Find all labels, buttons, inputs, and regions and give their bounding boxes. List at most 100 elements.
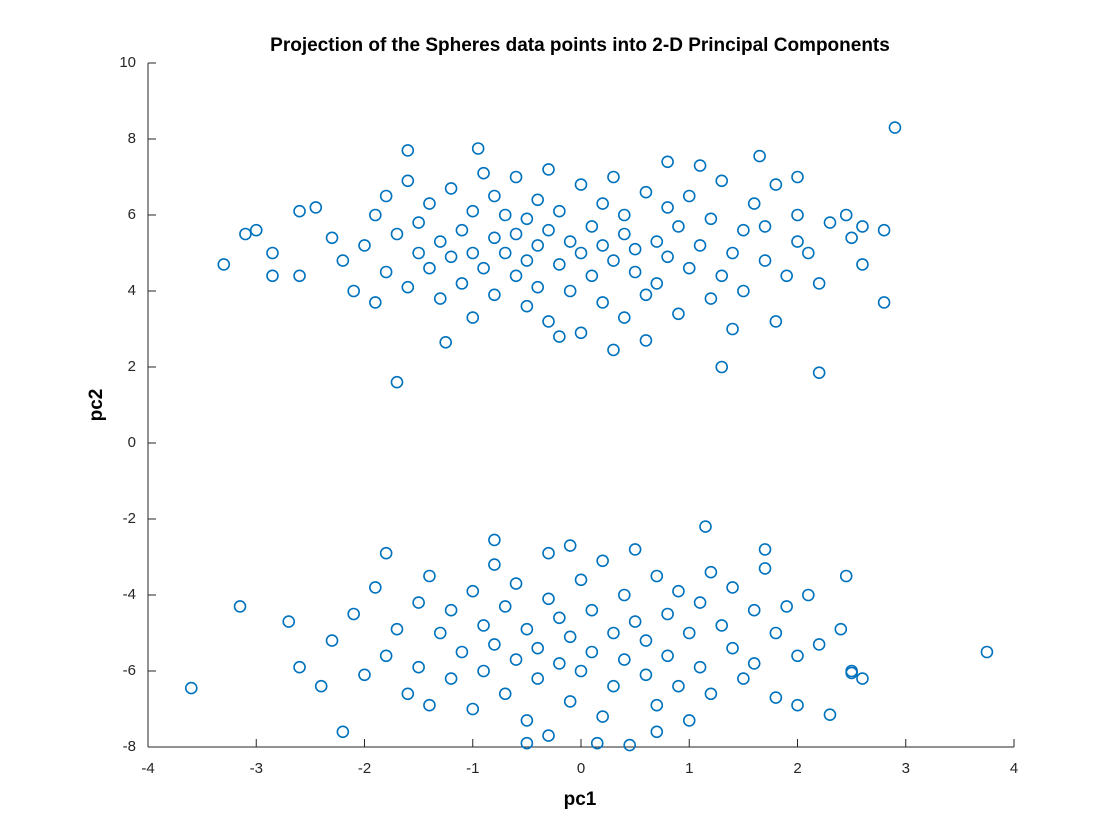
point	[423, 197, 436, 210]
point	[758, 562, 772, 575]
point	[574, 664, 588, 678]
point	[466, 584, 480, 598]
point	[726, 246, 739, 260]
y-tick-label: 10	[119, 54, 136, 71]
point	[699, 520, 712, 533]
point	[358, 668, 371, 682]
point	[347, 607, 360, 621]
point	[379, 265, 393, 279]
x-tick-label: 4	[1010, 760, 1018, 777]
point	[791, 208, 804, 222]
point	[628, 543, 642, 556]
point	[590, 736, 604, 750]
point	[455, 277, 469, 290]
point	[477, 664, 490, 678]
point	[520, 736, 534, 750]
point	[369, 208, 382, 222]
point	[509, 170, 523, 184]
x-axis-label: pc1	[564, 789, 597, 810]
point	[347, 284, 360, 298]
point	[553, 611, 566, 625]
point	[780, 269, 793, 283]
point	[488, 558, 501, 571]
x-tick-label: 1	[685, 760, 693, 777]
point	[379, 189, 393, 203]
point	[596, 554, 609, 568]
point	[753, 149, 766, 163]
chart-title: Projection of the Spheres data points in…	[270, 35, 890, 56]
point	[661, 250, 674, 264]
point	[596, 710, 609, 723]
point	[617, 588, 631, 602]
point	[379, 546, 393, 560]
point	[704, 292, 718, 305]
point	[509, 653, 523, 666]
point	[498, 208, 512, 222]
point	[980, 645, 994, 659]
point	[715, 269, 729, 283]
point	[791, 649, 804, 663]
point	[888, 121, 902, 134]
point	[358, 239, 371, 252]
point	[791, 698, 804, 712]
point	[542, 315, 555, 328]
point	[839, 208, 853, 222]
point	[563, 539, 577, 552]
point	[239, 227, 252, 241]
point	[520, 212, 534, 226]
x-tick-label: 2	[793, 760, 801, 777]
point	[520, 254, 534, 267]
point	[769, 178, 783, 191]
point	[802, 588, 815, 602]
point	[498, 687, 512, 701]
point	[661, 607, 674, 621]
point	[812, 366, 826, 380]
point	[217, 258, 231, 271]
point	[856, 220, 869, 233]
point	[336, 725, 350, 739]
x-tick-label: 0	[577, 760, 585, 777]
point	[282, 615, 296, 628]
point	[531, 641, 545, 655]
point	[412, 596, 425, 609]
point	[266, 246, 279, 260]
point	[542, 546, 555, 560]
point	[682, 626, 696, 640]
point	[607, 679, 620, 693]
y-tick-label: 8	[128, 130, 136, 147]
point	[325, 231, 339, 245]
point	[488, 533, 501, 547]
y-tick-label: -2	[123, 510, 136, 527]
point	[233, 600, 247, 613]
point	[249, 223, 263, 237]
point	[715, 174, 729, 188]
point	[477, 166, 490, 180]
point	[542, 592, 555, 606]
y-tick-label: 6	[128, 206, 136, 223]
point	[737, 223, 750, 237]
point	[628, 242, 642, 256]
point	[444, 672, 458, 685]
point	[845, 231, 858, 245]
point	[769, 626, 783, 640]
point	[531, 672, 545, 685]
point	[444, 250, 458, 264]
point	[812, 638, 826, 651]
point	[682, 714, 696, 727]
point	[585, 645, 599, 659]
point	[672, 220, 685, 233]
point	[617, 208, 631, 222]
y-axis-label: pc2	[86, 389, 107, 422]
x-tick-label: -1	[466, 760, 479, 777]
point	[553, 330, 566, 343]
point	[433, 626, 447, 640]
point	[661, 201, 674, 214]
point	[596, 239, 609, 252]
point	[293, 269, 306, 283]
point	[412, 660, 425, 674]
point	[531, 193, 545, 207]
point	[856, 672, 869, 685]
point	[585, 220, 599, 233]
point	[661, 649, 674, 663]
point	[488, 638, 501, 651]
